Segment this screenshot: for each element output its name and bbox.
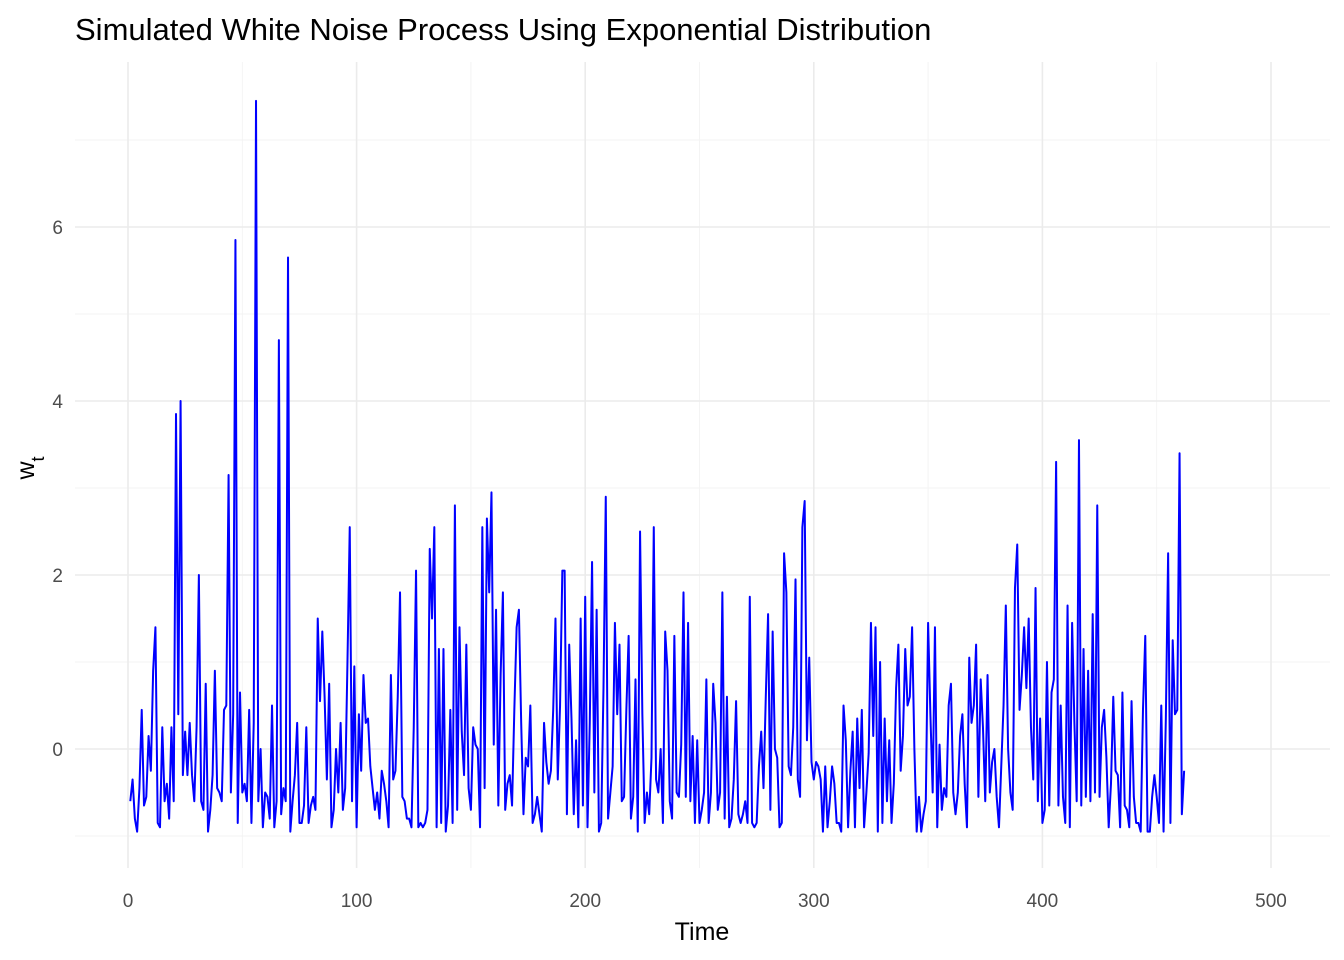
- x-tick-label: 500: [1255, 891, 1287, 912]
- y-tick-label: 4: [52, 392, 63, 413]
- x-axis-ticks: 0 100 200 300 400 500: [123, 891, 1287, 912]
- y-axis-label-main: w: [12, 461, 40, 481]
- x-tick-label: 300: [798, 891, 830, 912]
- x-tick-label: 100: [341, 891, 373, 912]
- x-axis-label: Time: [675, 918, 730, 946]
- x-tick-label: 400: [1027, 891, 1059, 912]
- y-tick-label: 6: [52, 218, 63, 239]
- x-tick-label: 0: [123, 891, 134, 912]
- chart-title: Simulated White Noise Process Using Expo…: [75, 12, 931, 47]
- y-axis-label-subscript: t: [28, 456, 48, 461]
- y-axis-label: wt: [12, 456, 48, 480]
- y-tick-label: 2: [52, 566, 63, 587]
- minor-gridlines: [75, 62, 1330, 868]
- x-tick-label: 200: [569, 891, 601, 912]
- series-layer: [129, 99, 1186, 833]
- y-tick-label: 0: [52, 740, 63, 761]
- major-gridlines: [75, 62, 1330, 868]
- y-axis-ticks: 0 2 4 6: [52, 218, 63, 761]
- series-line: [129, 99, 1186, 833]
